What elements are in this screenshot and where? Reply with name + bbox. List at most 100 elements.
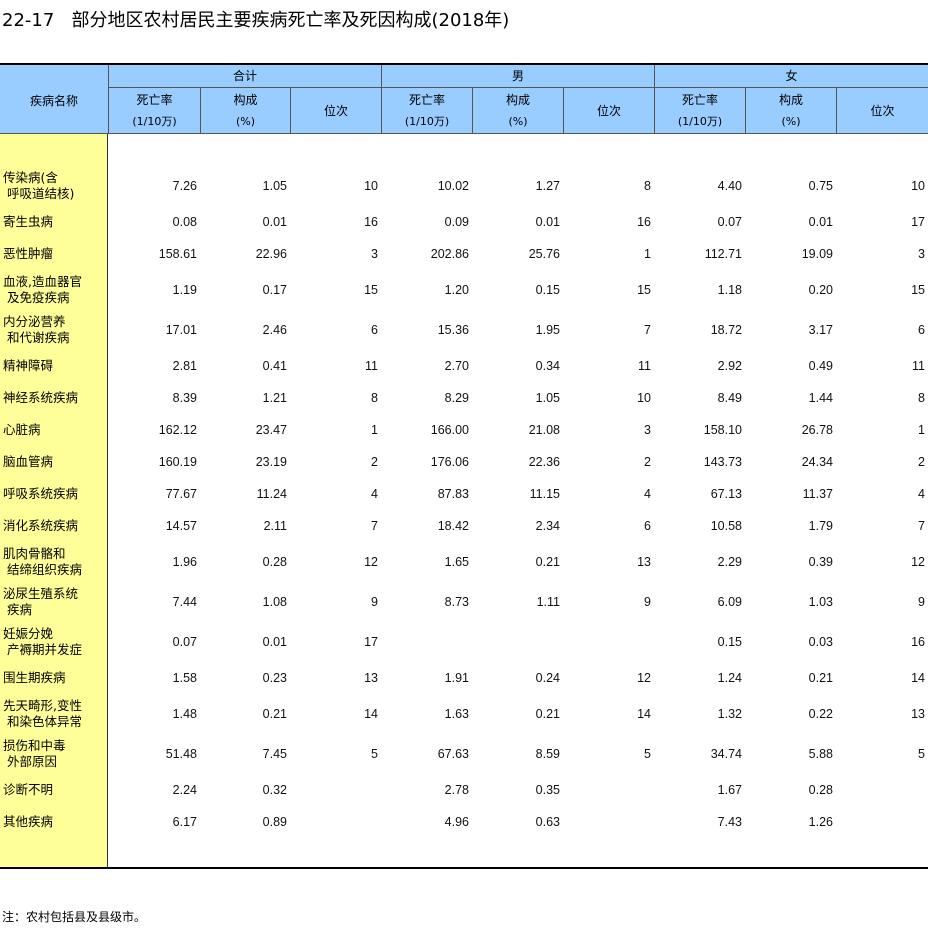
cell-total-rate: 158.61: [158, 247, 197, 261]
cell-total-composition: 23.47: [255, 423, 287, 437]
cell-total-rate: 7.26: [172, 179, 197, 193]
header-group-male: 男: [381, 65, 654, 88]
cell-male-rank: 3: [644, 423, 651, 437]
cell-female-rank: 17: [911, 215, 925, 229]
cell-female-composition: 0.75: [808, 179, 833, 193]
cell-male-composition: 1.27: [535, 179, 560, 193]
cell-female-rate: 112.71: [704, 247, 742, 261]
table-row: 精神障碍 2.81 0.41 11 2.70 0.34 11 2.92 0.49 11: [0, 346, 928, 386]
cell-male-composition: 8.59: [535, 747, 560, 761]
cell-total-rank: 10: [364, 179, 378, 193]
cell-male-composition: 0.63: [535, 815, 560, 829]
cell-female-composition: 0.22: [808, 707, 833, 721]
cell-female-rank: 16: [911, 635, 925, 649]
cell-female-rate: 2.29: [717, 555, 742, 569]
cell-female-composition: 0.20: [808, 283, 833, 297]
header-sub-male-composition: 构成 (%): [472, 88, 563, 133]
cell-total-rank: 6: [371, 323, 378, 337]
cell-male-rate: 166.00: [430, 423, 469, 437]
cell-female-rank: 8: [918, 391, 925, 405]
cell-female-rate: 0.15: [717, 635, 742, 649]
table-row: 恶性肿瘤 158.61 22.96 3 202.86 25.76 1 112.71 19.09 3: [0, 234, 928, 274]
header-sub-line1: 位次: [596, 103, 621, 118]
disease-name: 恶性肿瘤: [3, 246, 54, 261]
cell-total-rate: 2.24: [172, 783, 197, 797]
disease-name: 脑血管病: [3, 454, 54, 469]
header-sub-line2: (1/10万): [677, 114, 723, 128]
cell-total-rate: 0.07: [172, 635, 197, 649]
cell-total-composition: 1.08: [262, 595, 287, 609]
cell-male-rank: 8: [644, 179, 651, 193]
cell-female-composition: 24.34: [801, 455, 833, 469]
header-sub-line2: (%): [781, 114, 801, 128]
cell-male-rate: 202.86: [430, 247, 469, 261]
cell-total-composition: 7.45: [262, 747, 287, 761]
cell-total-composition: 0.21: [262, 707, 287, 721]
cell-male-composition: 0.35: [535, 783, 560, 797]
cell-total-rank: 3: [371, 247, 378, 261]
cell-total-rate: 1.19: [172, 283, 197, 297]
disease-name: 神经系统疾病: [3, 390, 79, 405]
cell-total-composition: 11.24: [256, 487, 287, 501]
table-row: 呼吸系统疾病 77.67 11.24 4 87.83 11.15 4 67.13 11.37 4: [0, 474, 928, 514]
cell-total-rate: 160.19: [158, 455, 197, 469]
cell-male-rank: 5: [644, 747, 651, 761]
cell-female-rank: 10: [911, 179, 925, 193]
cell-male-composition: 0.21: [535, 707, 560, 721]
cell-female-rate: 1.24: [717, 671, 742, 685]
header-sub-line1: 构成: [505, 92, 530, 107]
cell-total-rate: 1.48: [172, 707, 197, 721]
cell-male-composition: 22.36: [528, 455, 560, 469]
cell-female-rank: [836, 802, 925, 842]
cell-total-rank: 2: [371, 455, 378, 469]
header-sub-female-rate: 死亡率 (1/10万): [654, 88, 745, 133]
header-disease-name: 疾病名称: [29, 94, 78, 108]
cell-male-rate: 4.96: [444, 815, 469, 829]
cell-total-rank: 7: [371, 519, 378, 533]
cell-female-rate: 18.72: [710, 323, 742, 337]
cell-total-rate: 1.58: [172, 671, 197, 685]
cell-male-rate: 2.78: [444, 783, 469, 797]
header-sub-line1: 位次: [323, 103, 348, 118]
cell-female-rank: 15: [911, 283, 925, 297]
cell-female-rate: 6.09: [717, 595, 742, 609]
cell-total-rank: 1: [371, 423, 378, 437]
cell-female-rank: 2: [918, 455, 925, 469]
cell-female-rate: 1.32: [717, 707, 742, 721]
table-header: 疾病名称 合计 死亡率 (1/10万) 构成 (%) 位次 男死亡率 (1/10万) 构成 (%) 位…: [0, 63, 928, 133]
cell-male-rank: 13: [637, 555, 651, 569]
cell-male-rate: 176.06: [430, 455, 469, 469]
cell-male-rate: 15.36: [437, 323, 469, 337]
cell-male-rate: 2.70: [444, 359, 469, 373]
disease-name: 血液,造血器官 及免疫疾病: [3, 274, 82, 305]
table-row: 寄生虫病 0.08 0.01 16 0.09 0.01 16 0.07 0.01 17: [0, 202, 928, 242]
footnote: 注：农村包括县及县级市。: [2, 910, 147, 924]
table-row: 诊断不明 2.24 0.32 2.78 0.35 1.67 0.28: [0, 770, 928, 810]
table-row: 内分泌营养 和代谢疾病 17.01 2.46 6 15.36 1.95 7 18.72 3.17…: [0, 310, 928, 350]
cell-female-composition: 0.28: [808, 783, 833, 797]
cell-male-rank: 11: [638, 359, 651, 373]
cell-male-rank: 15: [637, 283, 651, 297]
cell-male-rank: 2: [644, 455, 651, 469]
cell-total-composition: 0.28: [262, 555, 287, 569]
header-sub-line1: 位次: [870, 103, 895, 118]
name-column-bg: [0, 134, 108, 868]
cell-male-rank: 16: [637, 215, 651, 229]
cell-total-rank: 9: [371, 595, 378, 609]
cell-male-rate: 1.20: [444, 283, 469, 297]
page-title: 22-17 部分地区农村居民主要疾病死亡率及死因构成(2018年): [2, 10, 510, 31]
header-sub-line1: 死亡率: [136, 92, 173, 107]
cell-female-rate: 67.13: [710, 487, 742, 501]
cell-female-rate: 158.10: [703, 423, 742, 437]
disease-name: 精神障碍: [3, 358, 54, 373]
cell-male-composition: 0.24: [535, 671, 560, 685]
cell-female-composition: 1.44: [808, 391, 833, 405]
header-sub-male-rate: 死亡率 (1/10万): [381, 88, 472, 133]
table-row: 心脏病 162.12 23.47 1 166.00 21.08 3 158.10 26.78 1: [0, 410, 928, 450]
cell-total-rate: 77.67: [165, 487, 197, 501]
cell-male-rank: 14: [637, 707, 651, 721]
cell-male-rate: 8.29: [444, 391, 469, 405]
cell-female-rate: 8.49: [717, 391, 742, 405]
table-row: 先天畸形,变性 和染色体异常 1.48 0.21 14 1.63 0.21 14 1.32 0.…: [0, 694, 928, 734]
cell-male-composition: 0.01: [535, 215, 560, 229]
